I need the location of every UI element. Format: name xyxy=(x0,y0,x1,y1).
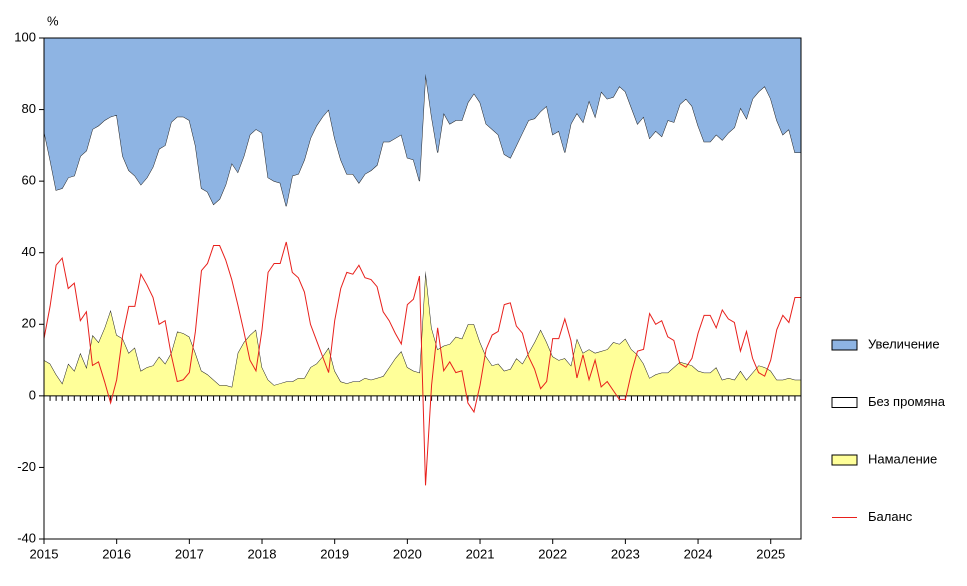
area xyxy=(44,270,801,396)
area xyxy=(44,38,801,207)
x-tick-label: 2019 xyxy=(320,546,349,561)
legend-label: Баланс xyxy=(868,509,913,524)
legend-label: Без промяна xyxy=(868,394,946,409)
x-tick-label: 2022 xyxy=(538,546,567,561)
x-tick-label: 2024 xyxy=(684,546,713,561)
plot-frame xyxy=(43,37,802,540)
x-tick-label: 2015 xyxy=(30,546,59,561)
legend-swatch xyxy=(831,454,858,466)
legend-label: Намаление xyxy=(868,451,937,466)
y-tick-label: -20 xyxy=(17,459,36,474)
x-tick-label: 2017 xyxy=(175,546,204,561)
line xyxy=(43,241,801,486)
y-tick-label: -40 xyxy=(17,530,36,545)
x-tick-label: 2018 xyxy=(248,546,277,561)
legend-swatch xyxy=(831,339,858,351)
y-tick-label: 80 xyxy=(22,101,36,116)
x-tick-label: 2021 xyxy=(466,546,495,561)
legend-label: Увеличение xyxy=(868,336,940,351)
y-tick-label: 0 xyxy=(29,387,36,402)
legend-swatch xyxy=(831,397,858,408)
y-tick-label: 20 xyxy=(22,316,36,331)
x-tick-label: 2023 xyxy=(611,546,640,561)
x-tick-label: 2025 xyxy=(756,546,785,561)
area xyxy=(44,73,801,387)
y-axis-label: % xyxy=(47,13,59,28)
x-tick-label: 2016 xyxy=(102,546,131,561)
x-tick-label: 2020 xyxy=(393,546,422,561)
y-tick-label: 100 xyxy=(14,29,36,44)
y-tick-label: 60 xyxy=(22,173,36,188)
y-tick-label: 40 xyxy=(22,244,36,259)
